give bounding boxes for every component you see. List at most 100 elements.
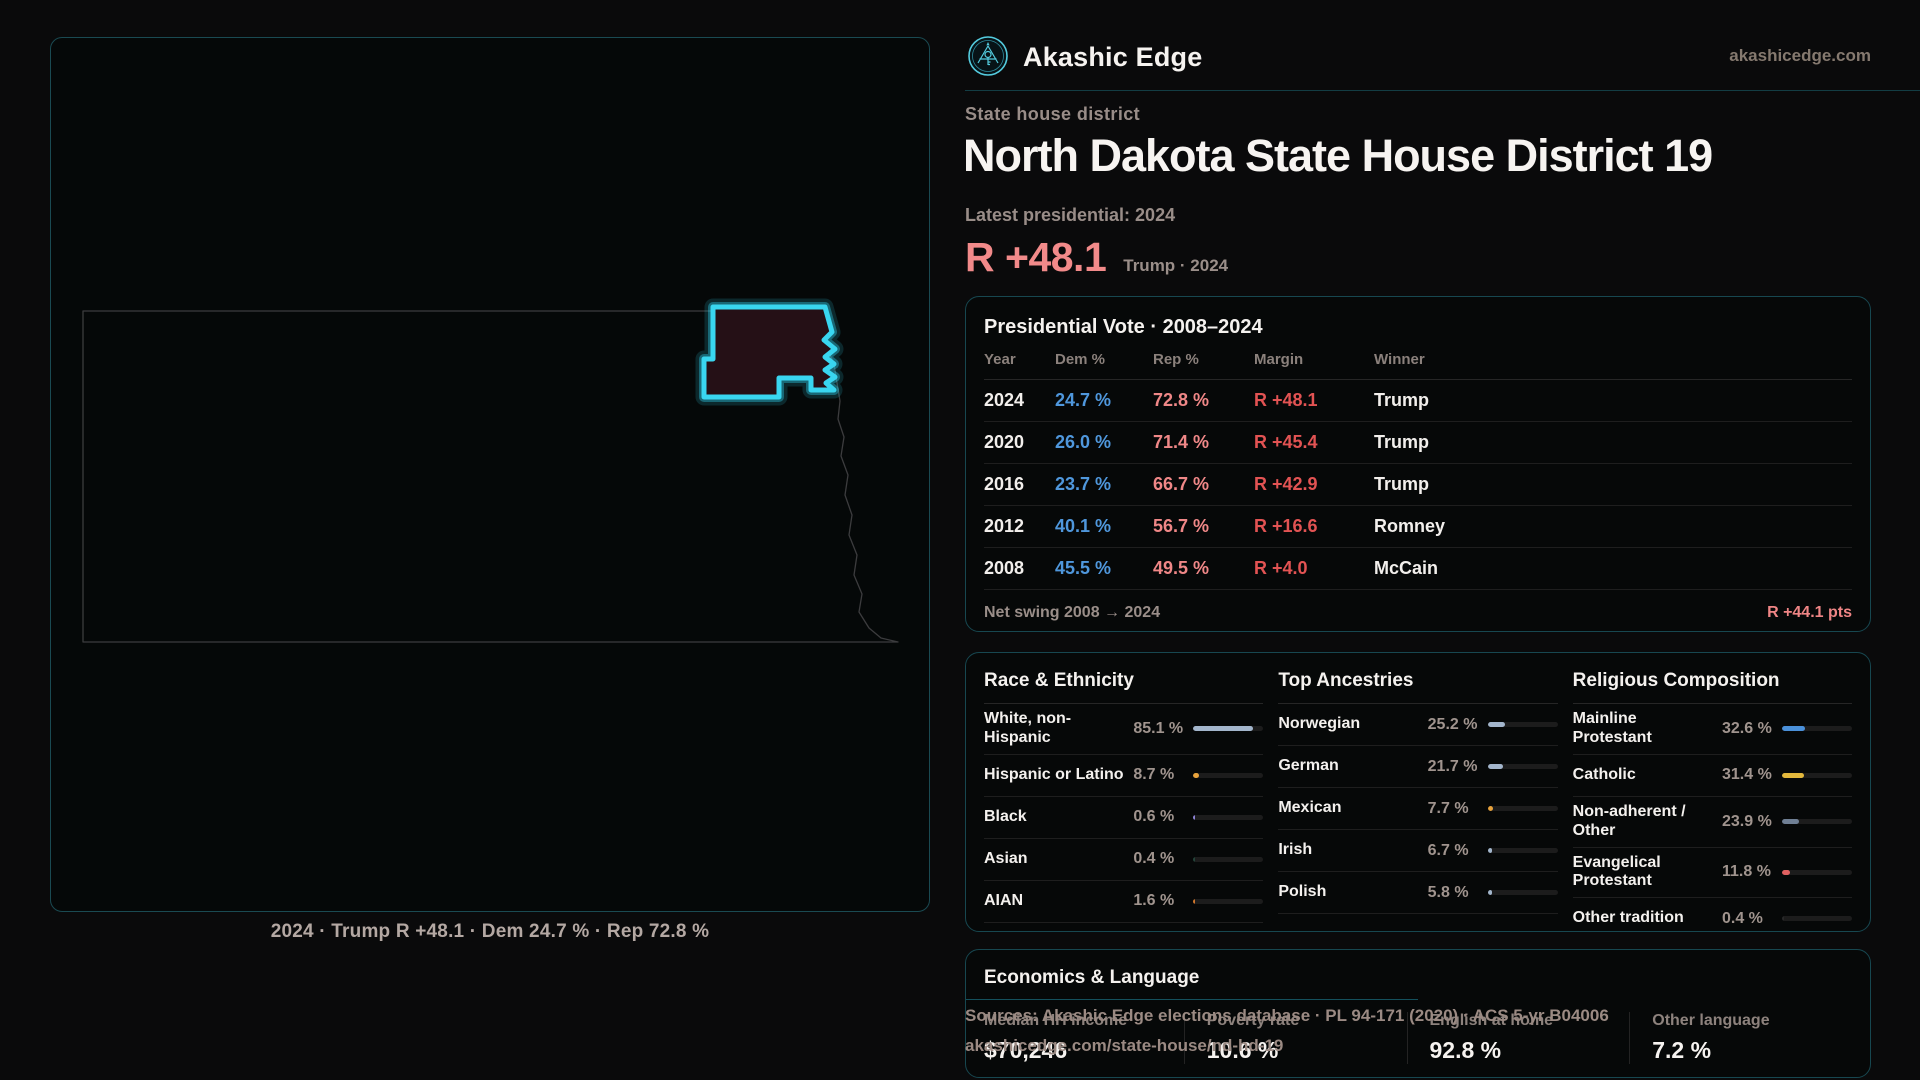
stat-bar [1487,806,1558,811]
cell-winner: Trump [1374,390,1430,410]
stat-label: Norwegian [1278,715,1361,733]
stat-row: Hispanic or Latino 8.7 % [984,755,1264,797]
stat-bar [1193,726,1264,732]
stat-bar [1781,869,1852,875]
page-kicker: State house district [965,104,1141,124]
cell-margin: R +48.1 [1254,390,1318,410]
stat-label: Polish [1278,883,1327,901]
cell-rep: 56.7 % [1153,516,1210,536]
stat-row: Catholic 31.4 % [1572,755,1852,797]
stat-row: Non-adherent / Other 23.9 % [1572,797,1852,848]
stat-bar-fill [1193,726,1253,732]
cell-winner: Trump [1374,474,1430,494]
stat-bar [1193,772,1264,778]
column-header-rep: Rep % [1153,351,1199,368]
cell-year: 2020 [984,432,1025,452]
stat-bar-fill [1487,890,1492,895]
stat-value: 7.7 % [1427,799,1469,817]
panel-title: Top Ancestries [1278,653,1558,704]
economics-stat-label: Median HH income [984,1012,1128,1029]
stat-bar [1487,764,1558,769]
cell-year: 2012 [984,516,1025,536]
district-map-card [50,37,930,912]
stat-label: Mexican [1278,799,1342,817]
stat-bar-fill [1193,856,1196,862]
stat-row: German 21.7 % [1278,746,1558,788]
stat-bar-fill [1193,814,1196,820]
cell-margin: R +4.0 [1254,558,1308,578]
panel-title: Religious Composition [1572,653,1852,704]
headline-margin-sub: Trump · 2024 [1123,256,1229,275]
cell-dem: 23.7 % [1055,474,1112,494]
map-caption: 2024 · Trump R +48.1 · Dem 24.7 % · Rep … [270,921,710,942]
stat-value: 8.7 % [1133,766,1175,784]
cell-dem: 26.0 % [1055,432,1112,452]
cell-rep: 66.7 % [1153,474,1210,494]
stat-bar-fill [1781,819,1799,825]
stat-bar-fill [1193,898,1196,904]
stat-value: 1.6 % [1133,892,1175,910]
stat-row: Irish 6.7 % [1278,830,1558,872]
headline-margin-value: R +48.1 [965,234,1107,280]
stat-bar [1193,856,1264,862]
header-divider [965,90,1920,91]
net-swing-row: Net swing 2008 → 2024 R +44.1 pts [984,590,1852,622]
state-outline [82,310,899,643]
district-shape[interactable] [701,304,838,400]
sources-line: Sources: Akashic Edge elections database… [965,1006,1609,1025]
stat-bar [1193,814,1264,820]
brand-name: Akashic Edge [1023,42,1203,72]
cell-winner: Trump [1374,432,1430,452]
stat-label: AIAN [984,891,1024,909]
stat-bar-fill [1487,848,1493,853]
stat-bar-fill [1781,726,1805,732]
stat-row: Other tradition 0.4 % [1573,898,1852,931]
presidential-vote-row: 2016 23.7 % 66.7 % R +42.9 Trump [984,464,1852,506]
stat-value: 31.4 % [1721,766,1772,784]
stat-value: 21.7 % [1427,757,1478,775]
cell-winner: Romney [1374,516,1446,536]
stat-value: 6.7 % [1427,841,1469,859]
economics-title: Economics & Language [984,967,1200,988]
presidential-vote-rows: 2024 24.7 % 72.8 % R +48.1 Trump 2020 26… [984,380,1852,590]
cell-rep: 49.5 % [1153,558,1210,578]
stat-bar [1487,722,1558,727]
stat-bar [1487,890,1558,895]
economics-stat-value: $70,246 [984,1037,1068,1063]
stat-bar [1781,726,1852,732]
stat-label: Black [984,807,1027,825]
latest-presidential-label: Latest presidential: 2024 [965,205,1176,225]
economics-stat-label: English at home [1429,1012,1554,1029]
economics-stat-value: 92.8 % [1429,1037,1502,1063]
presidential-vote-header-row: Year Dem % Rep % Margin Winner [984,351,1852,380]
stat-label: White, non-Hispanic [984,710,1072,746]
stat-value: 11.8 % [1721,863,1771,881]
economics-stat-cell: Median HH income $70,246 [984,1012,1184,1064]
economics-stat-cell: English at home 92.8 % [1406,1012,1630,1064]
panel-rows: White, non-Hispanic 85.1 % Hispanic or L… [984,704,1264,923]
presidential-vote-row: 2020 26.0 % 71.4 % R +45.4 Trump [984,422,1852,464]
economics-accent-line [966,999,1418,1000]
stat-row: White, non-Hispanic 85.1 % [984,704,1264,755]
brand-url-link[interactable]: akashicedge.com [1729,46,1871,65]
akashic-edge-logo [968,36,1008,76]
stat-bar [1487,848,1558,853]
panel-race: Race & Ethnicity White, non-Hispanic 85.… [984,653,1264,931]
stat-label: Irish [1278,841,1313,859]
stat-label: Evangelical Protestant [1572,853,1661,890]
stat-bar [1193,898,1264,904]
stat-value: 25.2 % [1427,715,1478,733]
economics-stat-cell: Other language 7.2 % [1629,1012,1852,1064]
stat-bar-fill [1781,916,1785,922]
presidential-vote-title: Presidential Vote · 2008–2024 [984,316,1263,338]
panel-rows: Norwegian 25.2 % German 21.7 % Mexican 7… [1278,704,1558,914]
economics-stat-cell: Poverty rate 10.6 % [1183,1012,1407,1064]
stat-bar-fill [1781,772,1804,778]
column-header-winner: Winner [1374,351,1425,368]
stat-row: Asian 0.4 % [984,839,1264,881]
column-header-year: Year [984,351,1016,368]
headline-margin-row: R +48.1 Trump · 2024 [965,234,1228,281]
cell-dem: 24.7 % [1055,390,1112,410]
stat-row: Evangelical Protestant 11.8 % [1572,848,1852,899]
sources-url-link[interactable]: akashicedge.com/state-house/nd-hd-19 [965,1036,1284,1055]
